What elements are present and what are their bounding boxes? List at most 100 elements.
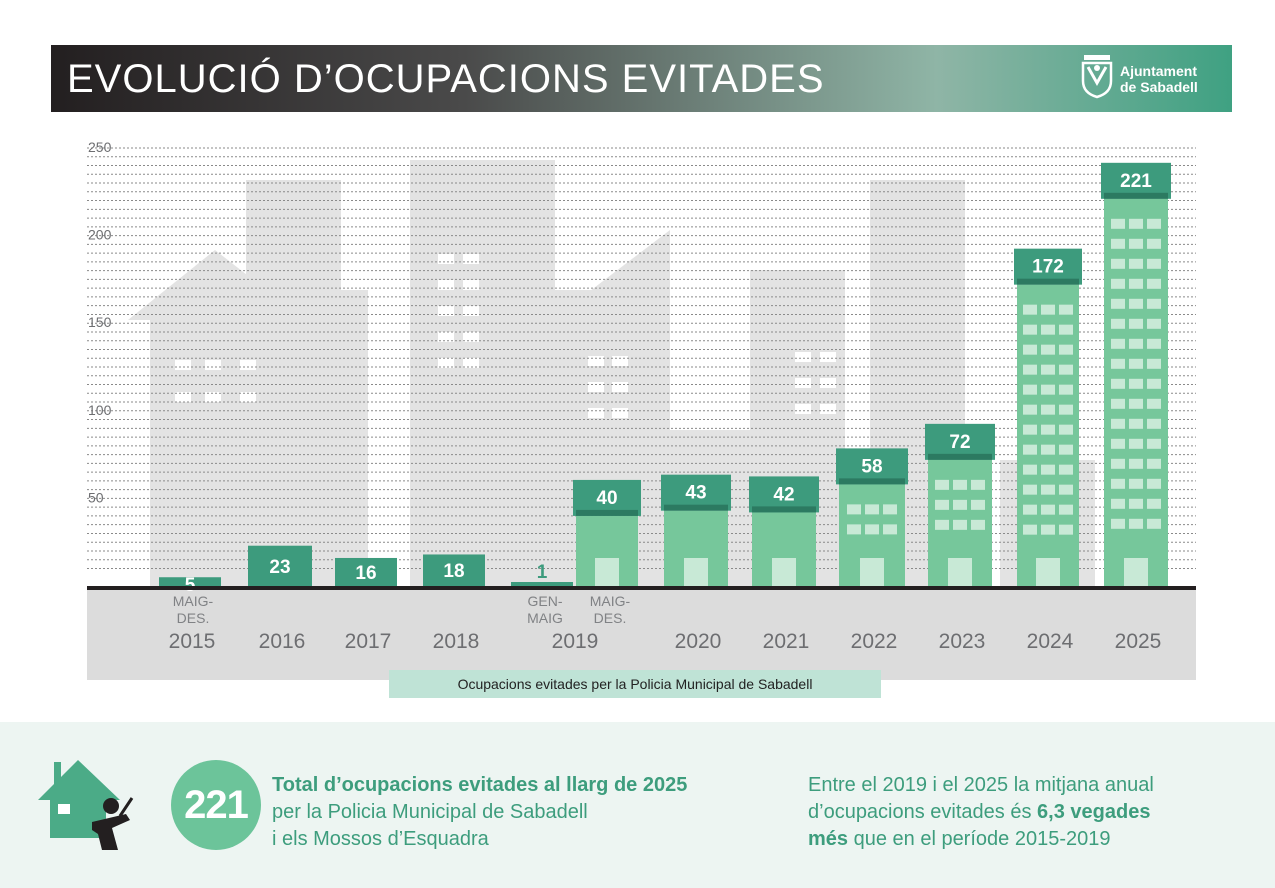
bar-window	[1129, 418, 1143, 429]
bar-window	[1129, 458, 1143, 469]
bar-window	[1111, 298, 1125, 309]
bar-window	[1059, 404, 1073, 415]
bar-window	[1129, 318, 1143, 329]
bar-window	[883, 524, 897, 535]
bar-door	[860, 558, 884, 586]
x-sub-label: GEN-	[528, 593, 563, 609]
bg-window	[205, 392, 221, 402]
x-tick-label: 2017	[345, 630, 392, 653]
bar-window	[1129, 258, 1143, 269]
value-label-shadow	[839, 478, 905, 485]
bg-window	[795, 352, 811, 362]
bar-window	[953, 499, 967, 510]
bar-door	[772, 558, 796, 586]
value-label: 172	[1032, 257, 1064, 278]
x-tick-label: 2021	[763, 630, 810, 653]
bar-group: 18	[423, 554, 485, 586]
avg-line-3a: més	[808, 828, 849, 850]
value-label: 43	[685, 483, 706, 504]
bar-window	[1147, 518, 1161, 529]
value-label: 1	[537, 562, 548, 583]
bar-window	[1129, 378, 1143, 389]
average-description: Entre el 2019 i el 2025 la mitjana anual…	[808, 772, 1154, 853]
bg-roof	[128, 250, 305, 320]
value-label-shadow	[576, 509, 638, 516]
x-tick-label: 2016	[259, 630, 306, 653]
bg-window	[205, 360, 221, 370]
y-tick-label: 250	[88, 139, 112, 155]
bar-window	[1147, 378, 1161, 389]
bars: 5 23 16 18 1 40 43 42 58 72 172 221	[159, 162, 1171, 596]
value-label: 58	[861, 456, 882, 477]
bg-window	[438, 358, 454, 368]
logo-line-1: Ajuntament	[1120, 63, 1197, 79]
avg-line-2a: d’ocupacions evitades és	[808, 801, 1038, 823]
x-tick-label: 2015	[169, 630, 216, 653]
bar-window	[935, 519, 949, 530]
value-label: 40	[596, 488, 617, 509]
bar-window	[1023, 504, 1037, 515]
bar-window	[1023, 324, 1037, 335]
bar-group: 16	[335, 557, 397, 586]
bar-window	[1041, 424, 1055, 435]
bar-window	[1111, 378, 1125, 389]
bar	[248, 545, 312, 586]
bar-window	[1147, 498, 1161, 509]
header-banner: EVOLUCIÓ D’OCUPACIONS EVITADES Ajuntamen…	[51, 45, 1232, 112]
bar-window	[1147, 438, 1161, 449]
bg-window	[612, 408, 628, 418]
bar-window	[1111, 278, 1125, 289]
bar-window	[1041, 484, 1055, 495]
x-tick-label: 2024	[1027, 630, 1074, 653]
bar-window	[1041, 344, 1055, 355]
bar-window	[1041, 504, 1055, 515]
bar-window	[1059, 344, 1073, 355]
bar-window	[1129, 278, 1143, 289]
bg-window	[588, 356, 604, 366]
bar-window	[1111, 458, 1125, 469]
bg-window	[463, 358, 479, 368]
bar-window	[1041, 304, 1055, 315]
bar	[1017, 284, 1079, 586]
bar-window	[1041, 324, 1055, 335]
bar-window	[1111, 498, 1125, 509]
bar-window	[1111, 218, 1125, 229]
summary-panel: 221 Total d’ocupacions evitades al llarg…	[0, 722, 1275, 888]
bar-window	[1023, 304, 1037, 315]
value-label: 221	[1120, 171, 1152, 192]
bg-window	[463, 306, 479, 316]
bar-window	[865, 504, 879, 515]
bg-window	[240, 392, 256, 402]
bar-door	[595, 558, 619, 586]
bar-window	[1111, 338, 1125, 349]
bar-window	[1111, 418, 1125, 429]
total-line-2: per la Policia Municipal de Sabadell	[272, 801, 588, 823]
bar-window	[1023, 384, 1037, 395]
bar-window	[1147, 238, 1161, 249]
bar-door	[948, 558, 972, 586]
bar-window	[1041, 444, 1055, 455]
bar-window	[1111, 318, 1125, 329]
page-title: EVOLUCIÓ D’OCUPACIONS EVITADES	[67, 57, 825, 101]
bar-window	[1147, 358, 1161, 369]
bar-window	[1129, 438, 1143, 449]
bar-window	[1129, 338, 1143, 349]
bar-window	[1023, 344, 1037, 355]
total-line-3: i els Mossos d’Esquadra	[272, 828, 489, 850]
bg-window	[820, 404, 836, 414]
bar-window	[971, 519, 985, 530]
bar-window	[971, 479, 985, 490]
value-label-shadow	[1017, 278, 1079, 285]
bar-window	[1023, 364, 1037, 375]
ajuntament-logo: Ajuntament de Sabadell	[1080, 53, 1210, 103]
bg-window	[795, 404, 811, 414]
avg-multiplier: 6,3 vegades	[1037, 801, 1151, 823]
bar-group: 72	[925, 423, 995, 586]
bar-window	[1059, 464, 1073, 475]
bg-window	[438, 280, 454, 290]
bar-door	[1036, 558, 1060, 586]
y-tick-label: 50	[88, 489, 104, 505]
bg-window	[588, 382, 604, 392]
bar-window	[1147, 398, 1161, 409]
bg-window	[463, 254, 479, 264]
